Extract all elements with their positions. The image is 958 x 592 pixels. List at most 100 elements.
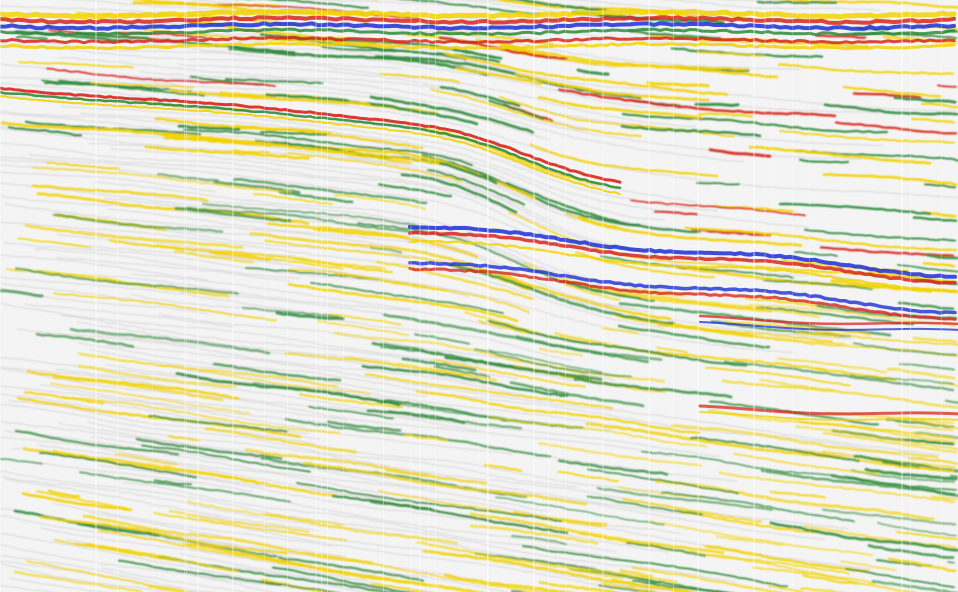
reflector-event (538, 347, 584, 357)
reflector-event (850, 374, 954, 386)
reflector-event (21, 491, 133, 512)
reflector-event (509, 0, 608, 12)
reflector-event (721, 379, 958, 409)
reflector-event (265, 93, 479, 126)
reflector-event (259, 580, 337, 592)
reflector-event (925, 253, 958, 260)
reflector-event (204, 427, 358, 454)
trace-streak (435, 0, 436, 592)
seafloor-reflector (0, 35, 956, 45)
reflector-event (557, 88, 837, 118)
reflector-event (864, 467, 958, 481)
reflector-grey (5, 478, 319, 532)
reflector-event (944, 399, 958, 404)
reflector-event (296, 481, 562, 523)
reflector-event (487, 99, 545, 120)
reflector-event (401, 357, 477, 372)
reflector-event (897, 264, 958, 273)
reflector-event (486, 319, 748, 367)
reflector-event (500, 273, 672, 321)
reflector-event (696, 112, 754, 118)
reflector-event (14, 267, 240, 295)
reflector-event (443, 51, 729, 96)
reflector-event (16, 35, 48, 40)
reflector-grey (0, 171, 217, 193)
reflector-event (696, 181, 740, 186)
reflector-event (185, 206, 423, 235)
deep-reflector (699, 321, 958, 331)
reflector-event (0, 458, 43, 465)
reflector-event (696, 51, 764, 57)
reflector-event (434, 358, 586, 388)
reflector-event (505, 182, 701, 234)
reflector-event (632, 579, 731, 592)
reflector-event (798, 158, 850, 164)
reflector-event (58, 79, 192, 93)
reflector-event (523, 261, 773, 313)
reflector-event (641, 450, 871, 482)
reflector-event (655, 480, 935, 521)
reflector-event (834, 121, 958, 135)
trace-streak (410, 0, 412, 592)
reflector-event (357, 222, 641, 300)
reflector-event (803, 524, 957, 550)
reflector-grey (0, 182, 609, 293)
trace-streak (287, 0, 288, 592)
reflector-event (796, 449, 956, 472)
trace-streak (649, 0, 650, 592)
reflector-event (887, 557, 957, 573)
reflector-event (777, 63, 955, 76)
reflector-grey (8, 400, 730, 503)
reflector-grey (52, 502, 334, 547)
reflector-event (266, 222, 408, 239)
reflector-event (374, 55, 642, 100)
reflector-event (433, 365, 491, 378)
reflector-event (326, 420, 402, 432)
reflector-event (586, 495, 704, 516)
reflector-event (47, 489, 81, 498)
reflector-grey (0, 303, 577, 382)
dipping-reflector (0, 86, 622, 184)
deep-reflector (698, 404, 958, 416)
reflector-event (840, 560, 896, 571)
trace-streak (941, 0, 942, 592)
reflector-event (182, 542, 432, 587)
trace-streak (428, 0, 429, 592)
reflector-grey (92, 181, 670, 292)
reflector-event (748, 303, 936, 325)
reflector-event (286, 152, 462, 183)
reflector-grey (131, 294, 573, 361)
reflector-event (852, 342, 958, 356)
reflector-grey (106, 344, 940, 456)
reflector-event (317, 320, 409, 336)
reflector-event (369, 500, 433, 511)
reflector-event (822, 432, 958, 454)
sequence-boundary-reflector (408, 261, 957, 315)
reflector-event (253, 193, 333, 205)
reflector-event (621, 497, 763, 523)
reflector-event (78, 471, 292, 503)
reflector-event (794, 251, 838, 257)
trace-streak (764, 0, 766, 592)
reflector-event (400, 173, 518, 214)
sequence-boundary-reflector (408, 239, 957, 293)
reflector-event (183, 128, 473, 167)
reflector-event (399, 0, 540, 16)
trace-streak (772, 0, 773, 592)
reflector-event (168, 509, 310, 534)
reflector-event (823, 103, 958, 116)
reflector-event (776, 0, 958, 9)
reflector-event (244, 448, 488, 485)
trace-streak (383, 0, 384, 592)
reflector-event (287, 282, 519, 323)
reflector-event (156, 173, 220, 182)
reflector-event (752, 566, 917, 592)
reflector-event (41, 79, 205, 97)
reflector-event (723, 360, 955, 392)
reflector-grey (2, 476, 596, 568)
trace-streak (565, 0, 566, 592)
trace-streak (232, 0, 234, 592)
reflector-grey (16, 328, 538, 399)
